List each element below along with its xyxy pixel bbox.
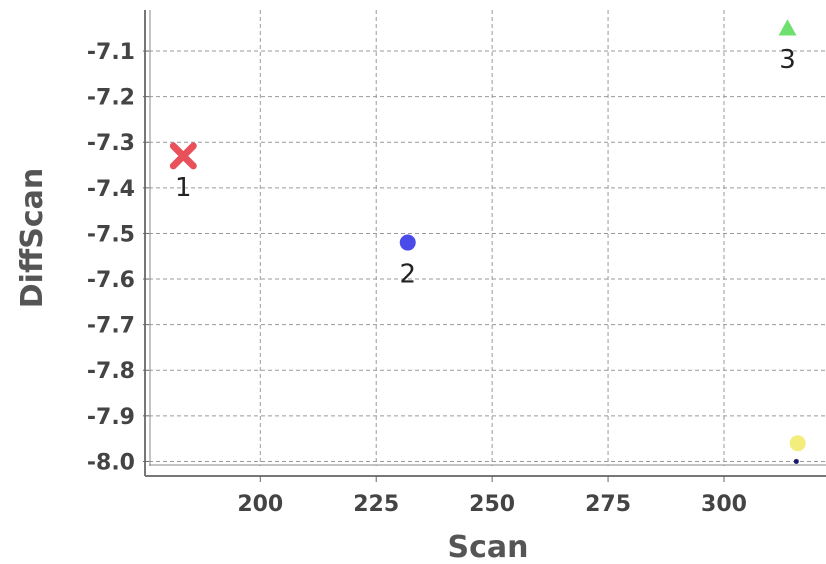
y-tick-label: -7.1 (87, 40, 135, 65)
point-label: 2 (399, 260, 416, 290)
x-axis-ticks: 200 225 250 275 300 (237, 476, 747, 517)
x-tick-label: 300 (701, 492, 747, 517)
x-axis-title: Scan (448, 530, 529, 564)
y-tick-label: -7.8 (87, 359, 135, 384)
y-tick-label: -8.0 (87, 450, 135, 475)
y-tick-label: -7.7 (87, 314, 135, 339)
x-tick-label: 250 (469, 492, 515, 517)
x-marker (169, 142, 197, 170)
y-tick-label: -7.5 (87, 222, 135, 247)
y-tick-label: -7.9 (87, 405, 135, 430)
grid-lines (149, 10, 826, 466)
data-point-5 (793, 458, 799, 464)
plot-area (149, 10, 826, 466)
data-point-2: 2 (399, 234, 416, 290)
circle-marker (399, 234, 416, 251)
x-tick-label: 225 (353, 492, 399, 517)
x-tick-label: 200 (237, 492, 283, 517)
data-points: 1 2 3 (169, 19, 806, 464)
y-tick-label: -7.4 (87, 177, 135, 202)
point-label: 3 (779, 45, 796, 75)
y-axis-title: DiffScan (15, 168, 50, 308)
axes (144, 10, 826, 477)
data-point-4 (789, 435, 806, 452)
y-tick-label: -7.6 (87, 268, 135, 293)
circle-marker (789, 435, 806, 452)
y-tick-label: -7.2 (87, 86, 135, 111)
data-point-3: 3 (778, 19, 797, 75)
data-point-1: 1 (169, 142, 197, 203)
y-axis-ticks: -7.1 -7.2 -7.3 -7.4 -7.5 -7.6 -7.7 -7.8 -7.9 -8.0 (87, 40, 149, 475)
triangle-marker (778, 19, 797, 36)
point-label: 1 (175, 173, 192, 203)
y-tick-label: -7.3 (87, 131, 135, 156)
x-tick-label: 275 (585, 492, 631, 517)
dot-marker (793, 458, 799, 464)
